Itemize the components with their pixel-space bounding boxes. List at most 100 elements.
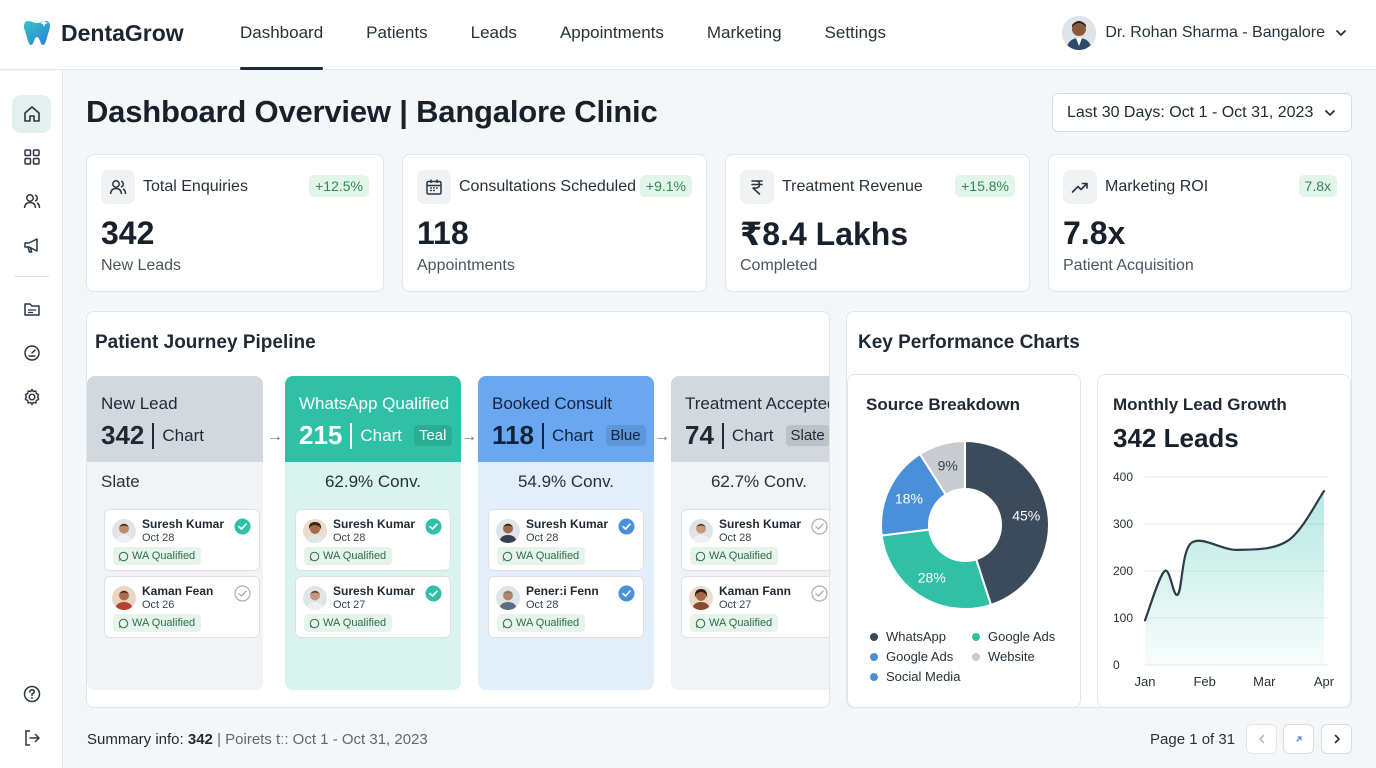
y-tick-label: 0 <box>1113 658 1120 672</box>
stage-header: Booked Consult 118 Chart Blue <box>478 376 654 462</box>
nav-patients[interactable]: Patients <box>366 23 428 42</box>
sidebar-help[interactable] <box>12 675 51 713</box>
check-circle-outline-icon[interactable] <box>234 585 251 602</box>
gauge-icon <box>22 343 42 363</box>
date-range-value: Last 30 Days: Oct 1 - Oct 31, 2023 <box>1067 103 1314 121</box>
summary-period: Poirets tː: Oct 1 - Oct 31, 2023 <box>225 731 428 748</box>
sidebar-marketing[interactable] <box>12 226 51 264</box>
page-title: Dashboard Overview | Bangalore Clinic <box>86 94 658 129</box>
series-line <box>1143 490 1326 622</box>
lead-card[interactable]: Kaman Fean Oct 26 WA Qualified <box>104 576 260 638</box>
lead-name: Suresh Kumar <box>142 517 225 531</box>
check-circle-icon[interactable] <box>618 585 635 602</box>
lead-name: Kaman Fean <box>142 584 214 598</box>
sidebar-analytics[interactable] <box>12 334 51 372</box>
lead-status-text: WA Qualified <box>323 617 387 629</box>
stage-count-value: 118 <box>492 420 534 450</box>
users-icon <box>101 170 135 204</box>
check-circle-outline-icon[interactable] <box>811 585 828 602</box>
sidebar-apps[interactable] <box>12 138 51 176</box>
pipeline-stage-treatment-accepted[interactable]: Treatment Accepted 74 Chart Slate 62.7% Co… <box>671 376 829 690</box>
sidebar-files[interactable] <box>12 290 51 328</box>
lead-date: Oct 27 <box>719 599 752 611</box>
stage-conversion: 62.7% Conv. <box>710 472 808 491</box>
lead-card[interactable]: Suresh Kumar Oct 28 WA Qualified <box>488 509 644 571</box>
home-icon <box>22 104 42 124</box>
megaphone-icon <box>22 235 42 255</box>
area-fill <box>1145 491 1324 665</box>
check-circle-icon[interactable] <box>425 585 442 602</box>
lead-card[interactable]: Suresh Kumar Oct 28 WA Qualified <box>104 509 260 571</box>
logout-icon <box>22 728 42 748</box>
nav-appointments[interactable]: Appointments <box>559 23 664 42</box>
whatsapp-icon <box>695 551 706 562</box>
pipeline-stage-booked-consult[interactable]: Booked Consult 118 Chart Blue 54.9% Conv. … <box>478 376 654 690</box>
lead-date: Oct 28 <box>526 532 559 544</box>
users-icon <box>22 191 42 211</box>
pipeline-panel: Patient Journey Pipeline New Lead 342 Cha… <box>86 311 830 708</box>
current-page-button[interactable] <box>1283 724 1314 754</box>
legend-item: WhatsApp <box>870 629 946 644</box>
stat-card-roi[interactable]: Marketing ROI 7.8x 7.8x Patient Acquisit… <box>1048 154 1352 292</box>
lead-avatar <box>303 586 327 610</box>
stat-card-revenue[interactable]: Treatment Revenue +15.8% ₹8.4 Lakhs Comp… <box>725 154 1030 292</box>
lead-name: Pener:i Fenn <box>526 584 599 598</box>
stage-color-tag: Teal <box>413 425 452 446</box>
date-range-select[interactable]: Last 30 Days: Oct 1 - Oct 31, 2023 <box>1052 93 1352 132</box>
lead-card[interactable]: Kaman Fann Oct 27 WA Qualified <box>681 576 829 638</box>
help-icon <box>22 684 42 704</box>
chevron-down-icon <box>1323 106 1337 120</box>
lead-status-badge: WA Qualified <box>690 614 779 632</box>
stage-name: New Lead <box>101 394 178 413</box>
arrow-right-icon: → <box>654 428 670 445</box>
check-circle-outline-icon[interactable] <box>811 518 828 535</box>
chevron-down-icon <box>1334 26 1348 40</box>
sidebar-settings[interactable] <box>12 378 51 416</box>
lead-avatar <box>496 586 520 610</box>
pipeline-stage-new-lead[interactable]: New Lead 342 Chart Slate Suresh Kumar Oct… <box>87 376 263 690</box>
main-nav: Dashboard Patients Leads Appointments Ma… <box>240 0 929 70</box>
arrow-right-icon: → <box>461 428 477 445</box>
legend-dot <box>972 633 980 641</box>
lead-card[interactable]: Suresh Kumar Oct 28 WA Qualified <box>681 509 829 571</box>
lead-card[interactable]: Suresh Kumar Oct 28 WA Qualified <box>295 509 451 571</box>
stat-value: 342 <box>101 215 155 251</box>
nav-settings[interactable]: Settings <box>824 23 886 42</box>
growth-chart-title: Monthly Lead Growth <box>1113 395 1287 414</box>
stage-count: 118 Chart Blue <box>492 420 646 451</box>
check-circle-icon[interactable] <box>425 518 442 535</box>
stage-name: WhatsApp Qualified <box>299 394 450 413</box>
user-menu[interactable]: Dr. Rohan Sharma - Bangalore <box>1062 16 1348 50</box>
lead-avatar <box>303 519 327 543</box>
nav-marketing[interactable]: Marketing <box>706 23 782 42</box>
legend-item: Social Media <box>870 669 961 684</box>
sidebar-home[interactable] <box>12 95 51 133</box>
check-circle-icon[interactable] <box>618 518 635 535</box>
pie-slice-label: 9% <box>938 457 958 473</box>
nav-leads[interactable]: Leads <box>470 23 517 42</box>
check-circle-icon[interactable] <box>234 518 251 535</box>
pipeline-stage-whatsapp-qualified[interactable]: WhatsApp Qualified 215 Chart Teal 62.9% Co… <box>285 376 461 690</box>
stage-conversion: 54.9% Conv. <box>517 472 615 491</box>
nav-dashboard[interactable]: Dashboard <box>240 0 324 70</box>
sidebar-logout[interactable] <box>12 719 51 757</box>
app-logo[interactable]: DentaGrow <box>22 17 184 49</box>
stat-card-consultations[interactable]: Consultations Scheduled +9.1% 118 Appoin… <box>402 154 707 292</box>
lead-card[interactable]: Suresh Kumar Oct 27 WA Qualified <box>295 576 451 638</box>
app-name: DentaGrow <box>61 19 184 46</box>
next-page-button[interactable] <box>1321 724 1352 754</box>
sidebar-patients[interactable] <box>12 182 51 220</box>
lead-status-badge: WA Qualified <box>497 614 586 632</box>
prev-page-button[interactable] <box>1246 724 1277 754</box>
stat-card-enquiries[interactable]: Total Enquiries +12.5% 342 New Leads <box>86 154 384 292</box>
sidebar-divider <box>14 276 49 277</box>
source-chart-title: Source Breakdown <box>866 395 1020 414</box>
rupee-icon <box>740 170 774 204</box>
legend-item: Website <box>972 649 1035 664</box>
whatsapp-icon <box>309 551 320 562</box>
lead-card[interactable]: Pener:i Fenn Oct 28 WA Qualified <box>488 576 644 638</box>
lead-status-text: WA Qualified <box>709 617 773 629</box>
growth-headline: 342 Leads <box>1113 423 1239 453</box>
lead-status-text: WA Qualified <box>516 550 580 562</box>
lead-date: Oct 28 <box>526 599 559 611</box>
